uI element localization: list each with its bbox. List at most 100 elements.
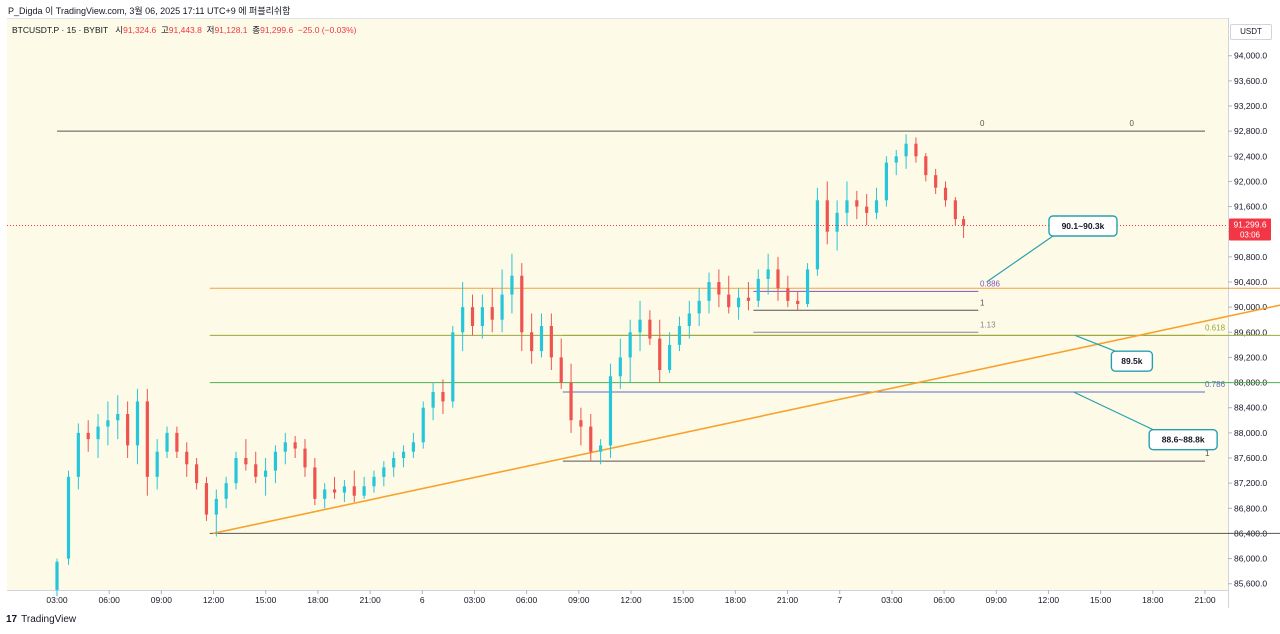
candle-body — [608, 376, 613, 446]
candle-body — [165, 432, 169, 452]
fib-level-label: 0.618 — [1205, 323, 1226, 332]
legend-high-label: 고 — [160, 25, 169, 35]
candle-body — [776, 269, 780, 289]
candle-body — [283, 442, 287, 452]
candle-body — [835, 212, 839, 232]
candle-body — [96, 426, 100, 440]
symbol-legend: BTCUSDT.P · 15 · BYBIT 시91,324.6 고91,443… — [12, 24, 357, 36]
candle-body — [953, 200, 957, 220]
candle-body — [579, 420, 583, 427]
candle-body — [894, 156, 898, 163]
price-tick-label: 93,200.0 — [1234, 101, 1267, 111]
candle-body — [825, 200, 829, 232]
candle-body — [204, 483, 209, 515]
legend-low-label: 저 — [206, 25, 215, 35]
chart-plot-area[interactable] — [7, 18, 1228, 591]
candle-body — [500, 294, 504, 320]
time-tick-label: 18:00 — [1142, 595, 1164, 605]
time-tick-label: 7 — [837, 595, 842, 605]
candle-body — [293, 442, 297, 449]
legend-change: −25.0 (−0.03%) — [297, 25, 357, 35]
time-axis[interactable] — [7, 590, 1228, 611]
candle-body — [697, 300, 701, 314]
callout-box — [1048, 215, 1118, 237]
candle-body — [520, 275, 524, 333]
candle-body — [717, 282, 721, 295]
time-tick-label: 06:00 — [99, 595, 121, 605]
candle-body — [549, 326, 553, 358]
candle-body — [263, 470, 268, 477]
candle-body — [421, 407, 425, 443]
candle-body — [904, 143, 908, 157]
time-tick-label: 12:00 — [1038, 595, 1060, 605]
candle-body — [224, 483, 228, 499]
candle-body — [648, 319, 652, 339]
time-tick-label: 03:00 — [46, 595, 68, 605]
price-tick-label: 88,000.0 — [1234, 428, 1267, 438]
candle-body — [884, 162, 888, 201]
time-tick-label: 09:00 — [568, 595, 590, 605]
current-price-tag — [1229, 218, 1271, 241]
price-tick-label: 87,200.0 — [1234, 478, 1267, 488]
candle-body — [401, 451, 406, 458]
candle-body — [323, 489, 327, 499]
price-tick-label: 86,000.0 — [1234, 554, 1267, 564]
candle-body — [628, 332, 632, 358]
time-tick-label: 09:00 — [986, 595, 1008, 605]
candle-body — [135, 401, 140, 446]
price-axis[interactable] — [1228, 18, 1280, 608]
candle-body — [194, 464, 199, 484]
candle-body — [638, 319, 642, 333]
candle-body — [106, 420, 110, 427]
price-tick-label: 90,800.0 — [1234, 252, 1267, 262]
candle-body — [618, 357, 622, 377]
time-tick-label: 09:00 — [151, 595, 173, 605]
candle-body — [934, 175, 938, 188]
candle-body — [961, 219, 966, 226]
legend-high-value: 91,443.8 — [168, 25, 202, 35]
candle-body — [796, 300, 800, 304]
candle-body — [707, 282, 711, 301]
candle-body — [116, 414, 120, 421]
price-tick-label: 85,600.0 — [1234, 579, 1267, 589]
candle-body — [185, 451, 189, 465]
currency-button[interactable]: USDT — [1230, 24, 1272, 40]
candle-body — [569, 382, 573, 421]
time-tick-label: 06:00 — [516, 595, 538, 605]
legend-close-label: 종 — [252, 25, 261, 35]
candle-body — [480, 307, 484, 326]
callout-pointer — [1075, 334, 1116, 352]
candle-body — [55, 561, 59, 590]
candle-body — [86, 432, 90, 440]
price-tick-label: 92,400.0 — [1234, 151, 1267, 161]
candle-body — [342, 486, 347, 493]
candle-body — [766, 269, 770, 279]
candle-body — [658, 338, 662, 370]
candle-body — [924, 156, 928, 176]
candle-body — [667, 344, 672, 370]
candle-body — [865, 206, 869, 213]
candle-body — [874, 200, 879, 213]
candle-body — [126, 414, 130, 446]
candle-body — [303, 448, 307, 468]
candle-body — [76, 432, 80, 477]
legend-symbol[interactable]: BTCUSDT.P · 15 · BYBIT — [12, 25, 109, 35]
candle-body — [332, 489, 337, 493]
time-tick-label: 15:00 — [673, 595, 695, 605]
time-tick-label: 03:00 — [464, 595, 486, 605]
time-tick-label: 15:00 — [255, 595, 277, 605]
publish-header: P_Digda 이 TradingView.com, 3월 06, 2025 1… — [0, 0, 1280, 18]
price-tick-label: 92,000.0 — [1234, 176, 1267, 186]
candle-body — [746, 297, 751, 301]
tradingview-logo-icon: 17 — [6, 614, 18, 625]
candle-body — [175, 432, 179, 452]
candle-body — [805, 269, 810, 304]
candle-body — [510, 275, 514, 295]
candle-body — [943, 187, 948, 201]
callout-pointer — [1073, 391, 1154, 431]
candle-body — [411, 442, 415, 452]
candle-body — [362, 486, 366, 496]
price-tick-label: 94,000.0 — [1234, 51, 1267, 61]
price-tick-label: 90,400.0 — [1234, 277, 1267, 287]
legend-low-value: 91,128.1 — [214, 25, 248, 35]
